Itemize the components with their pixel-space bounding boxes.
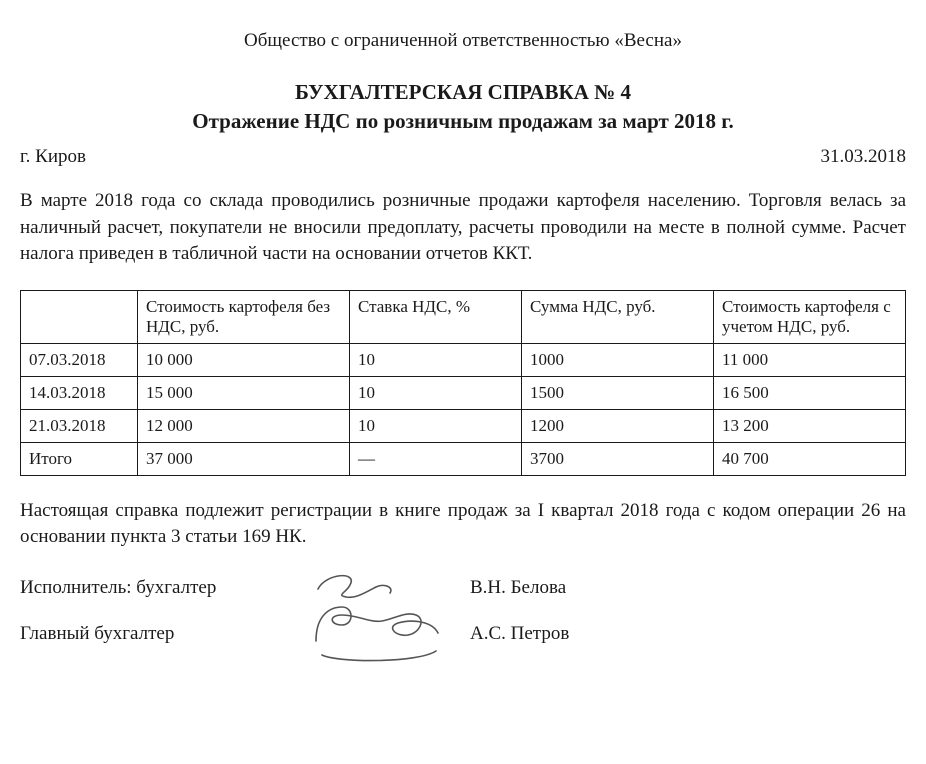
signer-role: Исполнитель: бухгалтер (20, 577, 300, 599)
table-header (21, 290, 138, 343)
table-row: 07.03.2018 10 000 10 1000 11 000 (21, 343, 906, 376)
table-cell: 21.03.2018 (21, 409, 138, 442)
organization-name: Общество с ограниченной ответственностью… (20, 30, 906, 52)
table-cell: 11 000 (714, 343, 906, 376)
table-cell: 10 (350, 343, 522, 376)
table-cell: 40 700 (714, 442, 906, 475)
table-cell: 07.03.2018 (21, 343, 138, 376)
table-header: Сумма НДС, руб. (522, 290, 714, 343)
signer-row: Исполнитель: бухгалтер В.Н. Белова (20, 577, 906, 599)
table-row-total: Итого 37 000 — 3700 40 700 (21, 442, 906, 475)
table-header-row: Стоимость картофеля без НДС, руб. Ставка… (21, 290, 906, 343)
table-header: Ставка НДС, % (350, 290, 522, 343)
table-cell: 12 000 (138, 409, 350, 442)
table-cell: 10 000 (138, 343, 350, 376)
table-cell: 10 (350, 409, 522, 442)
table-row: 21.03.2018 12 000 10 1200 13 200 (21, 409, 906, 442)
table-cell: 14.03.2018 (21, 376, 138, 409)
table-header: Стоимость картофеля без НДС, руб. (138, 290, 350, 343)
footer-paragraph: Настоящая справка подлежит регистрации в… (20, 498, 906, 551)
signature-block: Исполнитель: бухгалтер В.Н. Белова Главн… (20, 577, 906, 645)
document-subtitle: Отражение НДС по розничным продажам за м… (20, 109, 906, 134)
table-cell: Итого (21, 442, 138, 475)
table-cell: — (350, 442, 522, 475)
signer-row: Главный бухгалтер А.С. Петров (20, 623, 906, 645)
table-cell: 1500 (522, 376, 714, 409)
vat-table: Стоимость картофеля без НДС, руб. Ставка… (20, 290, 906, 476)
table-cell: 16 500 (714, 376, 906, 409)
signer-name: А.С. Петров (470, 623, 906, 645)
signer-name: В.Н. Белова (470, 577, 906, 599)
table-cell: 1000 (522, 343, 714, 376)
document-title: БУХГАЛТЕРСКАЯ СПРАВКА № 4 (20, 80, 906, 105)
signer-role: Главный бухгалтер (20, 623, 300, 645)
table-cell: 13 200 (714, 409, 906, 442)
table-cell: 10 (350, 376, 522, 409)
table-cell: 1200 (522, 409, 714, 442)
city-date-row: г. Киров 31.03.2018 (20, 146, 906, 168)
table-row: 14.03.2018 15 000 10 1500 16 500 (21, 376, 906, 409)
city: г. Киров (20, 146, 86, 168)
table-header: Стоимость картофеля с учетом НДС, руб. (714, 290, 906, 343)
table-cell: 37 000 (138, 442, 350, 475)
table-cell: 15 000 (138, 376, 350, 409)
document-date: 31.03.2018 (821, 146, 907, 168)
body-paragraph: В марте 2018 года со склада проводились … (20, 188, 906, 268)
table-cell: 3700 (522, 442, 714, 475)
